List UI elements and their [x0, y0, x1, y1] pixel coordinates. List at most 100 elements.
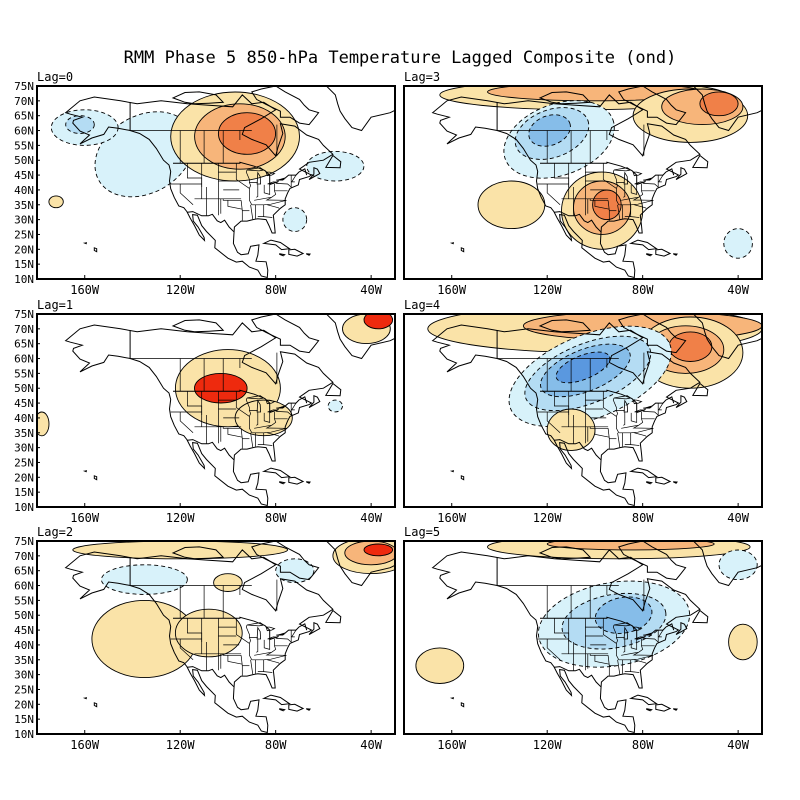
state-border — [194, 198, 242, 201]
lake-outline — [632, 399, 643, 405]
coastline — [308, 394, 321, 408]
lon-tick-label: 160W — [437, 511, 467, 525]
coastline — [93, 475, 98, 481]
lat-tick-label: 25N — [14, 229, 34, 242]
panel-frame — [403, 313, 763, 508]
coastline — [82, 470, 88, 473]
state-border — [263, 184, 271, 195]
state-border — [658, 402, 664, 411]
lon-tick-label: 80W — [632, 283, 654, 297]
lat-tick-label: 65N — [14, 338, 34, 351]
warm-anomaly-contour — [668, 331, 713, 362]
coastline — [288, 248, 305, 257]
coastline — [305, 253, 311, 256]
lon-tick-label: 120W — [166, 738, 196, 752]
state-border — [634, 432, 647, 437]
lon-tick-label: 120W — [533, 511, 563, 525]
panel-frame — [36, 540, 396, 735]
state-border — [263, 216, 273, 218]
state-border — [267, 204, 280, 209]
coastline — [64, 94, 334, 279]
state-border — [621, 651, 638, 656]
state-border — [194, 426, 242, 429]
lat-tick-label: 60N — [14, 353, 34, 366]
lat-tick-label: 65N — [14, 110, 34, 123]
warm-anomaly-contour — [213, 573, 243, 592]
lon-tick-label: 40W — [360, 511, 382, 525]
basemap — [64, 314, 395, 507]
state-border — [250, 432, 254, 448]
basemap — [64, 86, 395, 279]
panel-frame — [36, 85, 396, 280]
state-border — [227, 428, 243, 438]
coastline — [279, 253, 286, 257]
coastline — [171, 91, 225, 105]
state-border — [235, 618, 287, 661]
coastline — [288, 703, 305, 712]
lat-tick-label: 30N — [14, 669, 34, 682]
lat-tick-label: 50N — [14, 382, 34, 395]
coastline — [325, 86, 395, 132]
lake-outline — [265, 171, 276, 177]
anomaly-field — [439, 86, 753, 259]
state-border — [263, 639, 271, 650]
lat-tick-label: 10N — [14, 273, 34, 286]
state-border — [263, 671, 273, 673]
state-border — [594, 655, 610, 665]
coastline — [308, 621, 321, 635]
coastline — [171, 319, 225, 333]
coastline — [691, 154, 709, 169]
state-border — [267, 432, 280, 437]
lon-tick-label: 160W — [437, 738, 467, 752]
state-border — [250, 204, 254, 220]
state-border — [291, 629, 297, 638]
state-border — [546, 639, 561, 661]
lat-tick-label: 35N — [14, 427, 34, 440]
coastline — [646, 253, 653, 257]
state-border — [546, 412, 561, 434]
state-border — [561, 426, 609, 429]
coastline — [618, 314, 687, 354]
state-border — [227, 200, 243, 210]
coastline — [538, 91, 592, 105]
state-border — [643, 403, 659, 416]
cool-anomaly-contour — [718, 549, 758, 581]
state-border — [643, 630, 659, 643]
coastline — [675, 621, 688, 635]
coastline — [691, 382, 709, 397]
state-border — [248, 637, 258, 644]
lat-tick-label: 75N — [14, 535, 34, 548]
lon-tick-label: 80W — [632, 738, 654, 752]
lat-tick-label: 75N — [14, 308, 34, 321]
state-border — [265, 190, 287, 201]
state-border — [602, 163, 654, 206]
basemap — [431, 314, 762, 507]
coastline — [672, 708, 678, 711]
lag-label: Lag=0 — [37, 70, 73, 84]
lake-outline — [623, 626, 629, 640]
lat-tick-label: 60N — [14, 125, 34, 138]
figure-title: RMM Phase 5 850-hPa Temperature Lagged C… — [124, 48, 677, 68]
coastline — [449, 470, 455, 473]
cool-anomaly-contour — [282, 207, 308, 232]
state-border — [617, 432, 621, 448]
coastline — [460, 702, 465, 708]
state-border — [623, 184, 626, 198]
lat-tick-label: 40N — [14, 184, 34, 197]
state-border — [561, 198, 609, 201]
warm-anomaly-contour — [194, 372, 248, 404]
lat-tick-label: 70N — [14, 323, 34, 336]
lat-tick-label: 55N — [14, 367, 34, 380]
lat-tick-label: 20N — [14, 698, 34, 711]
state-border — [630, 444, 640, 446]
state-border — [194, 653, 242, 656]
warm-anomaly-contour — [477, 180, 546, 230]
coastline — [655, 476, 672, 485]
coastline — [279, 481, 286, 485]
lat-tick-label: 25N — [14, 684, 34, 697]
lag-label: Lag=3 — [404, 70, 440, 84]
state-border — [602, 618, 654, 661]
state-border — [623, 639, 626, 653]
